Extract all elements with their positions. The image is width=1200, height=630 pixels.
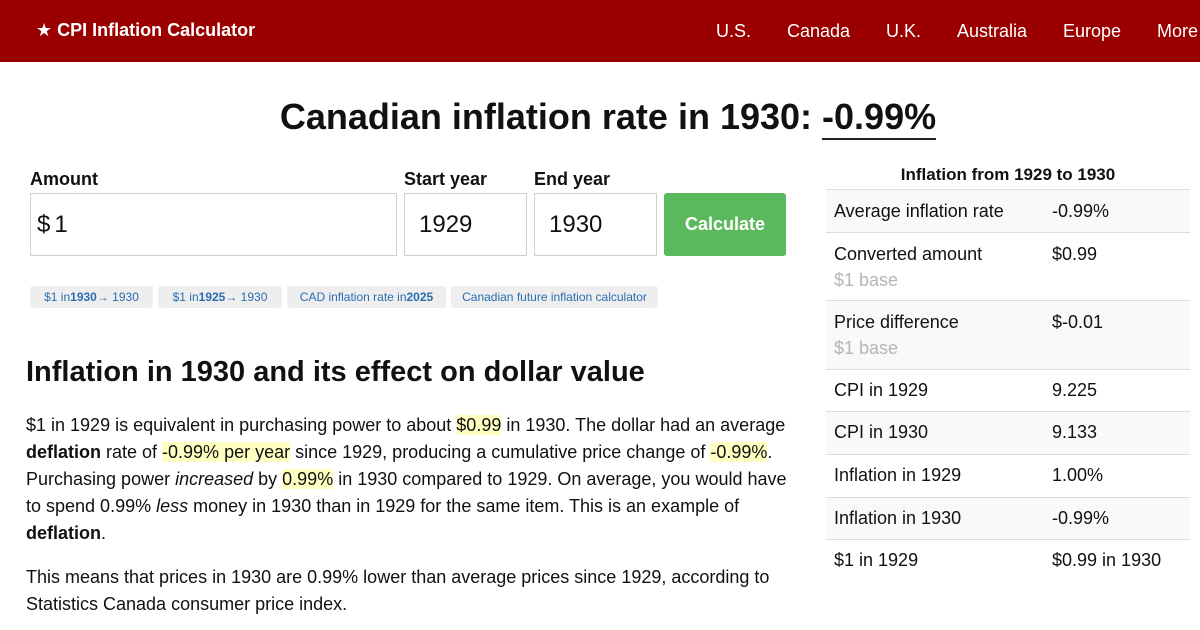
chip-text: Canadian future inflation calculator	[462, 290, 647, 304]
page-title-prefix: Canadian inflation rate in 1930:	[279, 96, 813, 137]
chip-bold: 2025	[406, 290, 434, 304]
text: in 1930. The dollar had an average	[501, 415, 786, 435]
nav-links: U.S. Canada U.K. Australia Europe More	[0, 21, 1200, 43]
page-title: Canadian inflation rate in 1930: -0.99%	[0, 96, 1200, 140]
amount-input[interactable]: $ 1	[30, 193, 397, 256]
text: .	[101, 523, 107, 543]
inflation-rate-value: -0.99%	[822, 98, 937, 140]
table-row: Price difference $-0.01 $1 base	[826, 300, 1190, 369]
table-row: Inflation in 1930 -0.99%	[826, 497, 1190, 539]
row-value: $-0.01	[1052, 312, 1104, 332]
top-navbar: ★ CPI Inflation Calculator U.S. Canada U…	[0, 0, 1200, 62]
chip-text: CAD inflation rate in	[299, 290, 407, 304]
end-year-label: End year	[534, 169, 611, 189]
chip-link-1925[interactable]: $1 in 1925 → 1930	[158, 286, 282, 308]
row-value: 1.00%	[1052, 465, 1104, 485]
table-row: CPI in 1930 9.133	[826, 411, 1190, 454]
row-value: -0.99%	[1052, 508, 1110, 528]
text: money in 1930 than in 1929 for the same …	[188, 496, 740, 516]
nav-link-us[interactable]: U.S.	[716, 21, 752, 41]
chip-link-1930[interactable]: $1 in 1930 → 1930	[30, 286, 153, 308]
bold-deflation: deflation	[26, 523, 101, 543]
row-subnote: $1 base	[834, 270, 899, 290]
row-label: Inflation in 1929	[834, 465, 962, 485]
text: $1 in 1929 is equivalent in purchasing p…	[26, 415, 457, 435]
highlight-cumulative-change: -0.99%	[710, 442, 768, 462]
explanation-paragraph: This means that prices in 1930 are 0.99%…	[26, 567, 770, 614]
chip-bold: 1925	[198, 290, 226, 304]
start-year-label: Start year	[404, 169, 488, 189]
chip-link-inflation-rate-2025[interactable]: CAD inflation rate in 2025	[287, 286, 446, 308]
nav-link-uk[interactable]: U.K.	[886, 21, 922, 41]
currency-symbol: $	[37, 210, 51, 238]
highlight-annual-rate: -0.99% per year	[162, 442, 291, 462]
row-value: $0.99	[1052, 244, 1098, 264]
chip-text: → 1930	[225, 290, 268, 304]
highlight-purchasing-power: 0.99%	[282, 469, 334, 489]
chip-text: → 1930	[96, 290, 139, 304]
nav-link-more[interactable]: More	[1157, 21, 1199, 41]
row-label: $1 in 1929	[834, 550, 919, 570]
text: since 1929, producing a cumulative price…	[290, 442, 711, 462]
row-subnote: $1 base	[834, 338, 899, 358]
italic-increased: increased	[175, 469, 254, 489]
text: . Purchasing power	[26, 442, 773, 489]
bold-deflation: deflation	[26, 442, 101, 462]
summary-paragraph: $1 in 1929 is equivalent in purchasing p…	[26, 412, 796, 547]
start-year-value: 1929	[419, 210, 473, 238]
nav-link-canada[interactable]: Canada	[787, 21, 851, 41]
text: by	[253, 469, 283, 489]
row-label: CPI in 1930	[834, 422, 929, 442]
chip-text: $1 in	[44, 290, 71, 304]
nav-link-europe[interactable]: Europe	[1063, 21, 1122, 41]
row-label: CPI in 1929	[834, 380, 929, 400]
amount-label: Amount	[30, 169, 98, 189]
nav-link-australia[interactable]: Australia	[957, 21, 1028, 41]
start-year-select[interactable]: 1929	[404, 193, 527, 256]
italic-less: less	[156, 496, 189, 516]
text: rate of	[101, 442, 163, 462]
calculate-button[interactable]: Calculate	[664, 193, 786, 256]
table-row: Average inflation rate -0.99%	[826, 189, 1190, 232]
row-label: Inflation in 1930	[834, 508, 962, 528]
row-label: Price difference	[834, 312, 959, 332]
table-row: CPI in 1929 9.225	[826, 369, 1190, 411]
table-row: Converted amount $0.99 $1 base	[826, 232, 1190, 300]
table-row: $1 in 1929 $0.99 in 1930	[826, 539, 1190, 581]
row-value: -0.99%	[1052, 201, 1110, 221]
highlight-converted-amount: $0.99	[456, 415, 502, 435]
amount-input-value: 1	[54, 210, 68, 238]
inflation-stats-table: Average inflation rate -0.99% Converted …	[826, 189, 1190, 581]
end-year-value: 1930	[549, 210, 603, 238]
section-heading: Inflation in 1930 and its effect on doll…	[26, 356, 645, 388]
table-row: Inflation in 1929 1.00%	[826, 454, 1190, 497]
row-label: Average inflation rate	[834, 201, 1004, 221]
end-year-select[interactable]: 1930	[534, 193, 657, 256]
row-value: 9.225	[1052, 380, 1098, 400]
chip-text: $1 in	[172, 290, 199, 304]
chip-link-future-calculator[interactable]: Canadian future inflation calculator	[451, 286, 658, 308]
brand-logo-link[interactable]: ★ CPI Inflation Calculator	[36, 20, 256, 40]
sidebar-table-title: Inflation from 1929 to 1930	[900, 165, 1116, 184]
text: in 1930 compared to 1929. On average, yo…	[26, 469, 787, 516]
chip-bold: 1930	[70, 290, 97, 304]
row-value: $0.99 in 1930	[1052, 550, 1162, 570]
row-value: 9.133	[1052, 422, 1098, 442]
row-label: Converted amount	[834, 244, 983, 264]
